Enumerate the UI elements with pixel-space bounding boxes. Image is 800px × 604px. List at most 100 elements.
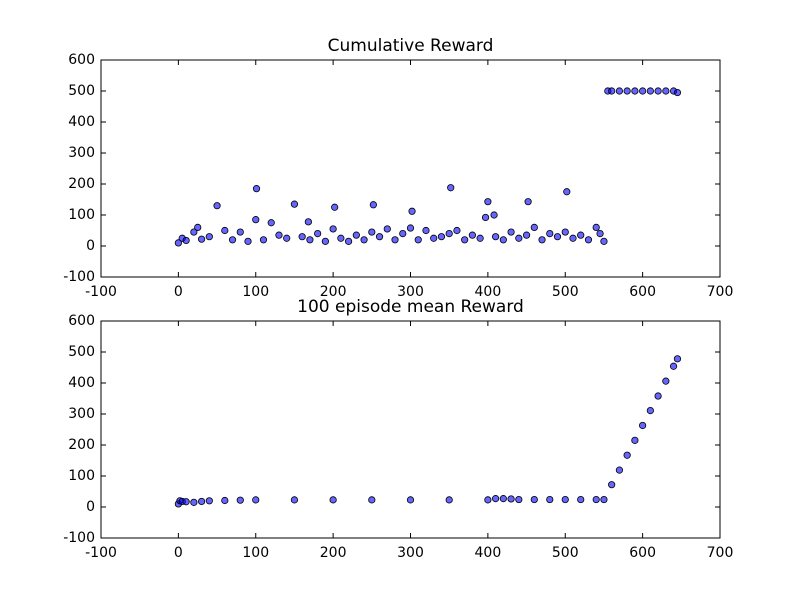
point <box>673 88 682 97</box>
x-tick-label: 300 <box>397 545 424 561</box>
point <box>252 185 261 193</box>
point <box>360 236 368 244</box>
point <box>236 228 244 236</box>
point <box>437 233 446 241</box>
point <box>368 228 376 236</box>
point <box>447 184 455 192</box>
point <box>283 234 291 242</box>
point <box>553 233 562 241</box>
y-tick-label: 100 <box>68 468 95 484</box>
point <box>546 230 554 238</box>
x-tick-label: 100 <box>242 545 269 561</box>
point <box>375 233 384 241</box>
x-tick-label: 400 <box>475 284 502 300</box>
point <box>344 237 353 245</box>
point <box>524 198 532 206</box>
point <box>631 436 639 444</box>
point <box>596 230 604 238</box>
point <box>190 498 198 506</box>
point <box>329 496 337 504</box>
point <box>584 236 593 244</box>
point <box>314 230 322 238</box>
point <box>515 234 523 242</box>
point <box>592 223 600 231</box>
point <box>182 498 190 506</box>
point <box>194 223 202 231</box>
plot-frame <box>100 59 721 278</box>
x-tick-label: 200 <box>320 284 347 300</box>
point <box>329 225 337 233</box>
point <box>406 224 415 232</box>
x-tick-label: 0 <box>174 284 183 300</box>
point <box>608 481 616 489</box>
point <box>445 230 453 238</box>
point <box>383 225 391 233</box>
point <box>197 497 206 506</box>
point <box>484 496 492 504</box>
point <box>205 497 213 505</box>
point <box>461 236 469 244</box>
point <box>639 421 647 430</box>
y-tick-label: 300 <box>68 145 95 161</box>
point <box>267 219 275 227</box>
point <box>290 496 299 504</box>
x-tick-label: 600 <box>629 284 656 300</box>
point <box>304 218 312 226</box>
point <box>244 237 252 245</box>
point <box>631 87 639 95</box>
point <box>654 87 662 95</box>
point <box>522 231 531 239</box>
point <box>623 451 631 459</box>
point <box>331 203 339 211</box>
point <box>445 496 453 504</box>
x-tick-label: 700 <box>707 545 734 561</box>
point <box>600 237 608 245</box>
y-tick-label: 200 <box>68 176 95 192</box>
chart-title: 100 episode mean Reward <box>297 297 524 317</box>
x-tick-label: 100 <box>242 284 269 300</box>
point <box>453 226 461 235</box>
y-tick-label: 200 <box>68 437 95 453</box>
point <box>205 233 213 241</box>
point <box>290 200 299 208</box>
x-tick-label: 400 <box>475 545 502 561</box>
point <box>298 233 306 241</box>
point <box>414 236 422 244</box>
point <box>468 231 476 239</box>
point <box>484 198 492 206</box>
point <box>561 228 569 236</box>
point <box>306 236 314 244</box>
point <box>530 495 538 504</box>
point <box>600 495 608 504</box>
point <box>615 87 624 95</box>
point <box>563 188 571 196</box>
point <box>662 87 670 95</box>
y-tick-label: -100 <box>63 530 95 546</box>
point <box>481 213 490 222</box>
point <box>182 236 190 245</box>
point <box>406 496 415 504</box>
point <box>321 237 329 245</box>
point <box>422 226 430 235</box>
point <box>499 236 507 244</box>
y-tick-label: 600 <box>68 313 95 329</box>
point <box>507 495 515 503</box>
y-tick-label: 100 <box>68 207 95 223</box>
point <box>530 223 538 231</box>
point <box>546 495 554 504</box>
y-tick-label: 500 <box>68 83 95 99</box>
y-tick-label: 400 <box>68 114 95 130</box>
x-tick-label: 200 <box>320 545 347 561</box>
point <box>646 87 654 95</box>
point <box>669 362 678 370</box>
point <box>252 216 260 224</box>
point <box>369 201 377 209</box>
x-tick-label: -100 <box>85 545 117 561</box>
point <box>476 234 484 242</box>
x-tick-label: 500 <box>552 545 579 561</box>
point <box>492 233 500 241</box>
point <box>213 202 221 210</box>
point <box>569 234 577 242</box>
x-tick-label: 0 <box>174 545 183 561</box>
